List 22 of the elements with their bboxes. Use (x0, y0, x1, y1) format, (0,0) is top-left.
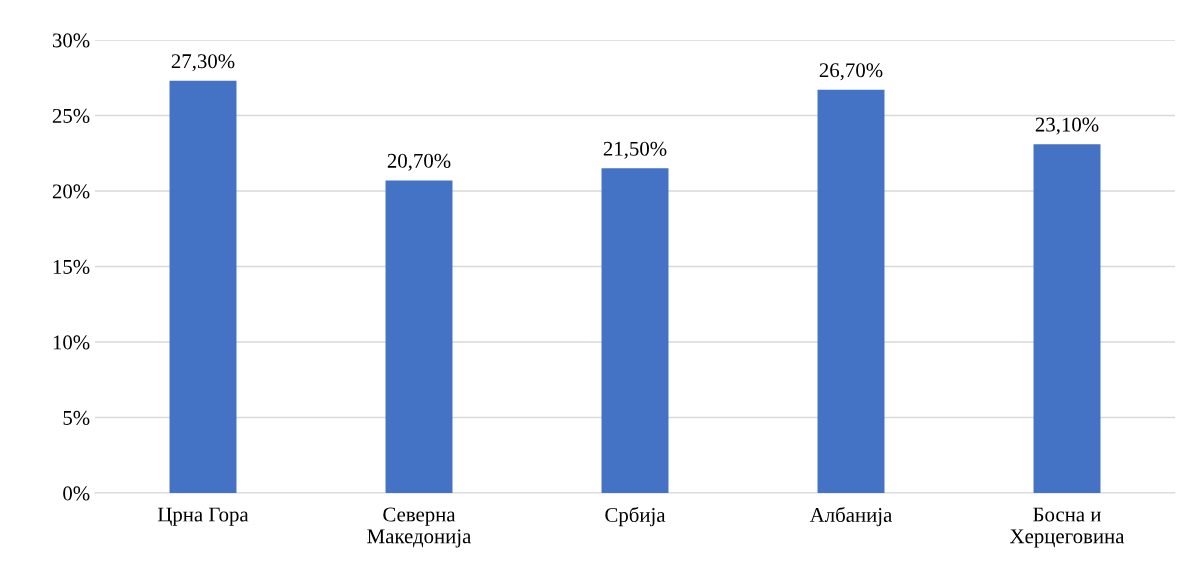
bar (385, 180, 453, 493)
y-tick-label: 15% (53, 259, 90, 274)
x-tick-label: Албанија (809, 506, 893, 527)
bar (1033, 144, 1101, 493)
data-label: 23,10% (1035, 117, 1099, 135)
y-tick-label: 20% (52, 184, 90, 199)
y-tick-label: 5% (63, 410, 90, 425)
x-tick-label: Црна Гора (157, 507, 249, 526)
data-label: 27,30% (171, 54, 235, 72)
data-label: 20,70% (387, 153, 451, 171)
x-tick-label: Босна и Херцеговина (1009, 507, 1125, 548)
data-label: 26,70% (819, 63, 883, 81)
x-tick-label: Србија (605, 506, 666, 527)
y-tick-label: 30% (52, 33, 90, 48)
y-tick-label: 25% (52, 108, 90, 123)
y-tick-label: 10% (53, 335, 90, 350)
data-label: 21,50% (603, 141, 667, 159)
y-tick-label: 0% (63, 486, 90, 501)
x-tick-label: Северна Македонија (367, 507, 472, 548)
bar (601, 168, 669, 493)
bar (169, 80, 237, 493)
bar (817, 89, 885, 493)
